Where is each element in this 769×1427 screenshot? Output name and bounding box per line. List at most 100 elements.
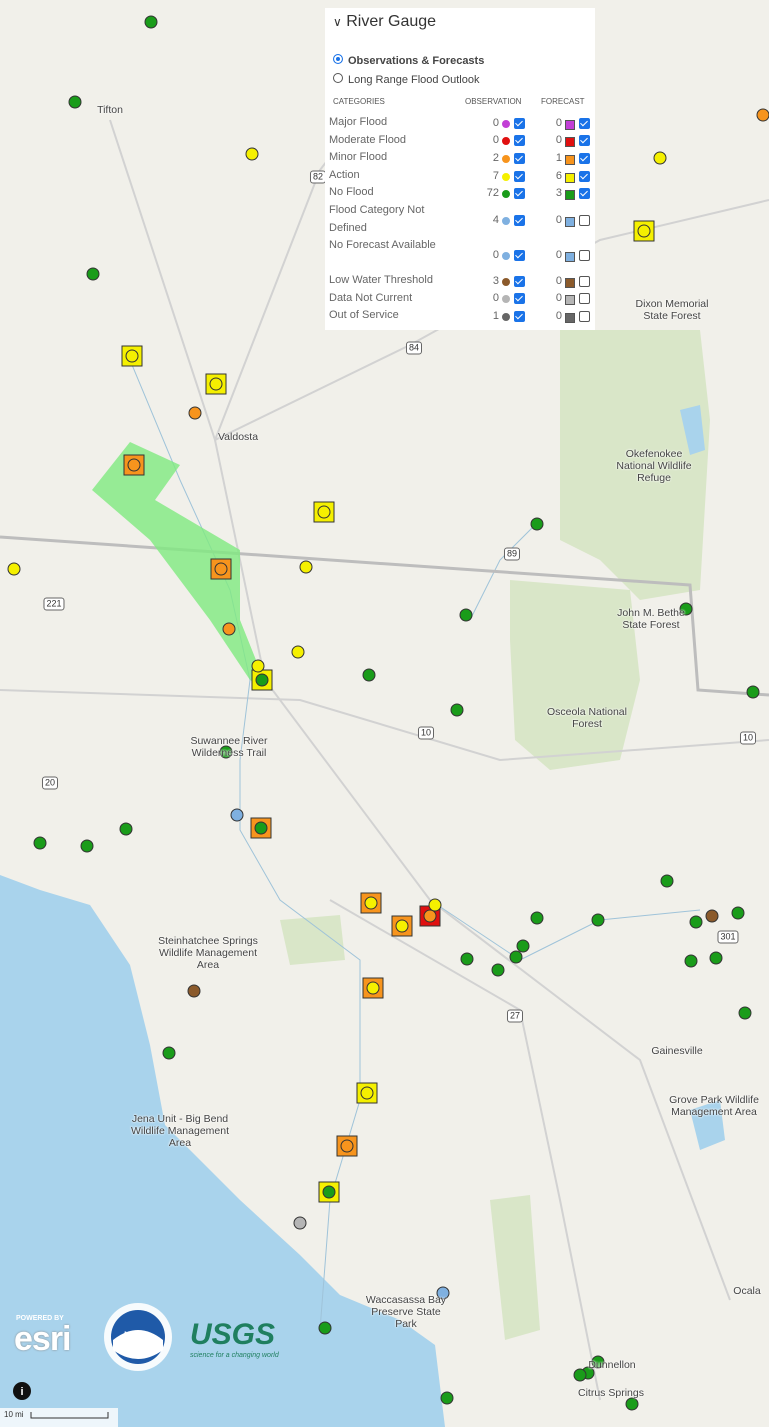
gauge-marker[interactable] — [428, 898, 442, 912]
radio-option[interactable]: Observations & Forecasts — [333, 54, 484, 67]
gauge-marker[interactable] — [679, 602, 693, 616]
gauge-marker[interactable] — [756, 108, 769, 122]
forecast-checkbox[interactable] — [579, 310, 590, 322]
gauge-marker[interactable] — [395, 919, 409, 933]
forecast-checkbox[interactable] — [579, 170, 590, 182]
gauge-marker[interactable] — [509, 950, 523, 964]
forest — [510, 580, 640, 770]
gauge-marker[interactable] — [516, 939, 530, 953]
gauge-marker[interactable] — [625, 1397, 639, 1411]
gauge-marker[interactable] — [119, 822, 133, 836]
gauge-marker[interactable] — [530, 517, 544, 531]
legend-row: Low Water Threshold 3 0 — [329, 272, 591, 290]
observation-swatch — [502, 172, 510, 181]
gauge-marker[interactable] — [317, 505, 331, 519]
gauge-marker[interactable] — [318, 1321, 332, 1335]
observation-checkbox[interactable] — [514, 170, 525, 182]
gauge-marker[interactable] — [423, 909, 437, 923]
gauge-marker[interactable] — [219, 745, 233, 759]
place-label: Ocala — [733, 1285, 761, 1297]
gauge-marker[interactable] — [591, 1355, 605, 1369]
observation-checkbox[interactable] — [514, 275, 525, 287]
gauge-marker[interactable] — [80, 839, 94, 853]
gauge-marker[interactable] — [291, 645, 305, 659]
gauge-marker[interactable] — [222, 622, 236, 636]
forecast-checkbox[interactable] — [579, 188, 590, 200]
observation-checkbox[interactable] — [514, 293, 525, 305]
gauge-marker[interactable] — [68, 95, 82, 109]
gauge-marker[interactable] — [684, 954, 698, 968]
gauge-marker[interactable] — [653, 151, 667, 165]
road-shield: 221 — [43, 597, 65, 611]
gauge-marker[interactable] — [709, 951, 723, 965]
gauge-marker[interactable] — [637, 224, 651, 238]
gauge-marker[interactable] — [125, 349, 139, 363]
forecast-checkbox[interactable] — [579, 117, 590, 129]
gauge-marker[interactable] — [689, 915, 703, 929]
observation-checkbox[interactable] — [514, 117, 525, 129]
forecast-swatch — [565, 154, 575, 165]
gauge-marker[interactable] — [86, 267, 100, 281]
gauge-marker[interactable] — [591, 913, 605, 927]
observation-checkbox[interactable] — [514, 152, 525, 164]
gauge-marker[interactable] — [530, 911, 544, 925]
gauge-marker[interactable] — [705, 909, 719, 923]
gauge-marker[interactable] — [738, 1006, 752, 1020]
category-label: Minor Flood — [329, 151, 388, 164]
road-shield: 10 — [417, 726, 435, 740]
gauge-marker[interactable] — [460, 952, 474, 966]
panel-title[interactable]: ∨ River Gauge — [333, 13, 437, 30]
gauge-marker[interactable] — [299, 560, 313, 574]
forest — [280, 915, 345, 965]
gauge-marker[interactable] — [360, 1086, 374, 1100]
gauge-marker[interactable] — [209, 377, 223, 391]
gauge-marker[interactable] — [127, 458, 141, 472]
gauge-marker[interactable] — [436, 1286, 450, 1300]
gauge-marker[interactable] — [322, 1185, 336, 1199]
gauge-marker[interactable] — [491, 963, 505, 977]
gauge-marker[interactable] — [459, 608, 473, 622]
gauge-marker[interactable] — [340, 1139, 354, 1153]
gauge-marker[interactable] — [573, 1368, 587, 1382]
info-button[interactable] — [13, 1382, 31, 1400]
gauge-marker[interactable] — [251, 659, 265, 673]
gauge-marker[interactable] — [440, 1391, 454, 1405]
observation-checkbox[interactable] — [514, 188, 525, 200]
forecast-count: 0 — [555, 309, 562, 322]
gauge-marker[interactable] — [214, 562, 228, 576]
gauge-marker[interactable] — [660, 874, 674, 888]
gauge-marker[interactable] — [144, 15, 158, 29]
place-label: Grove Park Wildlife Management Area — [669, 1094, 759, 1118]
gauge-marker[interactable] — [362, 668, 376, 682]
gauge-marker[interactable] — [366, 981, 380, 995]
observation-checkbox[interactable] — [514, 249, 525, 261]
legend-row: Flood Category Not Defined 4 0 — [329, 202, 591, 237]
legend-row: No Forecast Available 0 0 — [329, 237, 591, 272]
forecast-checkbox[interactable] — [579, 275, 590, 287]
observation-checkbox[interactable] — [514, 214, 525, 226]
gauge-marker[interactable] — [746, 685, 760, 699]
gauge-marker[interactable] — [162, 1046, 176, 1060]
forecast-checkbox[interactable] — [579, 293, 590, 305]
radio-option[interactable]: Long Range Flood Outlook — [333, 73, 479, 86]
gauge-marker[interactable] — [33, 836, 47, 850]
gauge-marker[interactable] — [364, 896, 378, 910]
gauge-marker[interactable] — [230, 808, 244, 822]
gauge-marker[interactable] — [293, 1216, 307, 1230]
forecast-checkbox[interactable] — [579, 249, 590, 261]
gauge-marker[interactable] — [245, 147, 259, 161]
forecast-checkbox[interactable] — [579, 135, 590, 147]
gauge-marker[interactable] — [731, 906, 745, 920]
gauge-marker[interactable] — [450, 703, 464, 717]
gauge-marker[interactable] — [255, 673, 269, 687]
forecast-swatch — [565, 119, 575, 130]
gauge-marker[interactable] — [7, 562, 21, 576]
gauge-marker[interactable] — [187, 984, 201, 998]
gauge-marker[interactable] — [188, 406, 202, 420]
forecast-checkbox[interactable] — [579, 152, 590, 164]
gauge-marker[interactable] — [254, 821, 268, 835]
observation-swatch — [502, 277, 510, 286]
forecast-checkbox[interactable] — [579, 214, 590, 226]
observation-checkbox[interactable] — [514, 310, 525, 322]
observation-checkbox[interactable] — [514, 135, 525, 147]
